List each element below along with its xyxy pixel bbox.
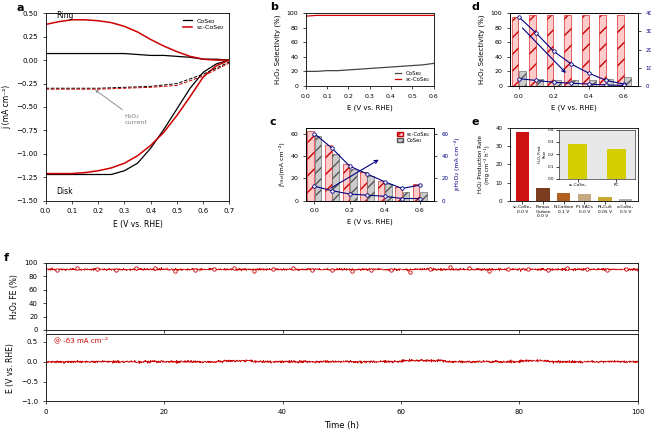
Bar — [360, 172, 367, 201]
Text: H₂O₂
current: H₂O₂ current — [96, 90, 147, 125]
Point — [385, 266, 396, 273]
Point — [484, 267, 494, 274]
Bar — [589, 80, 596, 86]
Bar — [600, 15, 606, 86]
Y-axis label: jᵈ₀ₜₑₗ(mA cm⁻²): jᵈ₀ₜₑₗ(mA cm⁻²) — [279, 142, 284, 187]
Bar — [607, 78, 613, 86]
Bar — [367, 176, 374, 201]
Bar — [402, 192, 409, 201]
Y-axis label: H₂O₂ Production Rate
(mg cm⁻² h⁻¹): H₂O₂ Production Rate (mg cm⁻² h⁻¹) — [478, 135, 490, 193]
Text: d: d — [471, 2, 479, 12]
Point — [425, 265, 436, 273]
Legend: CoSe₂, sc-CoSe₂: CoSe₂, sc-CoSe₂ — [394, 70, 431, 83]
Point — [72, 264, 82, 271]
Point — [327, 266, 337, 273]
Bar — [307, 131, 314, 201]
Point — [248, 267, 258, 274]
Bar — [536, 188, 550, 201]
Text: Disk: Disk — [56, 187, 73, 196]
Bar — [333, 154, 339, 201]
Text: a: a — [16, 4, 23, 13]
Point — [523, 265, 533, 273]
Text: c: c — [270, 117, 277, 127]
Point — [366, 266, 376, 273]
Bar — [617, 15, 624, 86]
Bar — [557, 194, 570, 201]
Point — [170, 268, 180, 275]
Bar — [350, 169, 357, 201]
Bar — [420, 192, 426, 201]
Text: b: b — [270, 2, 278, 12]
Point — [91, 265, 102, 273]
Bar — [564, 15, 571, 86]
Bar — [529, 15, 536, 86]
Bar — [536, 78, 544, 86]
Point — [405, 268, 415, 275]
Bar — [582, 15, 589, 86]
Point — [288, 264, 298, 271]
Point — [445, 264, 455, 271]
X-axis label: E (V vs. RHE): E (V vs. RHE) — [347, 104, 393, 111]
Point — [307, 267, 318, 274]
Bar — [577, 194, 591, 201]
Point — [582, 265, 592, 273]
Text: @ -63 mA cm⁻²: @ -63 mA cm⁻² — [55, 337, 109, 344]
Point — [268, 265, 279, 273]
Bar — [325, 145, 332, 201]
Bar — [378, 181, 384, 201]
Point — [503, 265, 514, 272]
Legend: sc-CoSe₂, CoSe₂: sc-CoSe₂, CoSe₂ — [396, 131, 431, 144]
Bar — [624, 77, 631, 86]
Bar — [342, 164, 349, 201]
Bar — [618, 199, 632, 201]
Point — [346, 268, 357, 275]
Bar — [385, 184, 392, 201]
Point — [52, 266, 62, 273]
Point — [542, 267, 553, 274]
Text: Ring: Ring — [56, 11, 74, 20]
Y-axis label: H₂O₂ Selectivity (%): H₂O₂ Selectivity (%) — [275, 15, 281, 84]
Y-axis label: j₀H₂O₂ (mA cm⁻²): j₀H₂O₂ (mA cm⁻²) — [454, 138, 460, 191]
X-axis label: Time (h): Time (h) — [324, 421, 359, 430]
Bar — [598, 197, 611, 201]
X-axis label: E (V vs. RHE): E (V vs. RHE) — [113, 220, 163, 229]
Legend: CoSe₂, sc-CoSe₂: CoSe₂, sc-CoSe₂ — [181, 16, 227, 32]
Point — [209, 265, 219, 273]
Point — [150, 265, 161, 272]
Bar — [516, 132, 529, 201]
Bar — [315, 136, 322, 201]
Point — [562, 265, 572, 272]
X-axis label: E (V vs. RHE): E (V vs. RHE) — [551, 104, 597, 111]
Point — [111, 266, 122, 273]
Point — [602, 266, 612, 273]
Bar — [519, 71, 526, 86]
Y-axis label: E (V vs. RHE): E (V vs. RHE) — [7, 343, 15, 392]
Bar — [547, 15, 553, 86]
X-axis label: E (V vs. RHE): E (V vs. RHE) — [347, 219, 393, 225]
Y-axis label: j (mA cm⁻²): j (mA cm⁻²) — [2, 85, 11, 129]
Y-axis label: H₂O₂ Selectivity (%): H₂O₂ Selectivity (%) — [478, 15, 485, 84]
Point — [189, 266, 200, 273]
Bar — [395, 187, 402, 201]
Point — [229, 265, 239, 272]
Point — [464, 265, 475, 272]
Y-axis label: H₂O₂ FE (%): H₂O₂ FE (%) — [10, 274, 19, 319]
Bar — [554, 80, 561, 86]
Text: f: f — [4, 254, 9, 263]
Bar — [512, 17, 518, 86]
Point — [131, 265, 141, 272]
Point — [621, 265, 631, 273]
Text: e: e — [471, 117, 479, 127]
Bar — [413, 184, 419, 201]
Bar — [572, 80, 578, 86]
